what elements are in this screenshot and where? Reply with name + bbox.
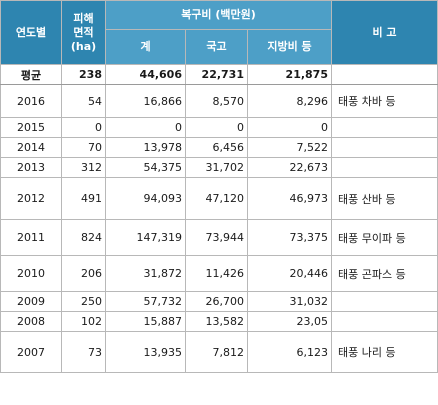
table-row: 2012 491 94,093 47,120 46,973 태풍 산바 등 bbox=[0, 177, 438, 220]
cell-year: 평균 bbox=[0, 64, 62, 85]
cell-local: 8,296 bbox=[247, 84, 332, 118]
cell-national: 11,426 bbox=[185, 255, 248, 292]
cell-local: 73,375 bbox=[247, 219, 332, 256]
cell-total: 94,093 bbox=[105, 177, 186, 220]
cell-national: 47,120 bbox=[185, 177, 248, 220]
cell-local: 7,522 bbox=[247, 137, 332, 158]
average-row: 평균 238 44,606 22,731 21,875 bbox=[0, 64, 438, 85]
cell-year: 2016 bbox=[0, 84, 62, 118]
cell-note bbox=[331, 64, 438, 85]
cell-national: 22,731 bbox=[185, 64, 248, 85]
cell-national: 31,702 bbox=[185, 157, 248, 178]
cell-year: 2010 bbox=[0, 255, 62, 292]
cell-note bbox=[331, 157, 438, 178]
cell-local: 31,032 bbox=[247, 291, 332, 312]
table-row: 2013 312 54,375 31,702 22,673 bbox=[0, 157, 438, 178]
cell-national: 0 bbox=[185, 117, 248, 138]
cell-area: 54 bbox=[61, 84, 106, 118]
cell-area: 238 bbox=[61, 64, 106, 85]
header-damage-area: 피해 면적 (ha) bbox=[61, 0, 106, 65]
header-local: 지방비 등 bbox=[247, 29, 332, 65]
table-body: 평균 238 44,606 22,731 21,875 2016 54 16,866 8,570… bbox=[0, 64, 438, 373]
header-row-sub: 계 국고 지방비 등 bbox=[1, 29, 438, 65]
table-row: 2016 54 16,866 8,570 8,296 태풍 차바 등 bbox=[0, 84, 438, 118]
cell-note: 태풍 산바 등 bbox=[331, 177, 438, 220]
cell-national: 26,700 bbox=[185, 291, 248, 312]
table-row: 2008 102 15,887 13,582 23,05 bbox=[0, 311, 438, 332]
cell-total: 13,935 bbox=[105, 331, 186, 373]
table-row: 2014 70 13,978 6,456 7,522 bbox=[0, 137, 438, 158]
header-area-line3: (ha) bbox=[70, 39, 97, 53]
cell-note: 태풍 무이파 등 bbox=[331, 219, 438, 256]
cell-year: 2015 bbox=[0, 117, 62, 138]
cell-year: 2012 bbox=[0, 177, 62, 220]
cell-note: 태풍 차바 등 bbox=[331, 84, 438, 118]
cell-local: 46,973 bbox=[247, 177, 332, 220]
cell-national: 13,582 bbox=[185, 311, 248, 332]
table-row: 2011 824 147,319 73,944 73,375 태풍 무이파 등 bbox=[0, 219, 438, 256]
cell-area: 70 bbox=[61, 137, 106, 158]
cell-national: 73,944 bbox=[185, 219, 248, 256]
cell-local: 6,123 bbox=[247, 331, 332, 373]
cell-area: 824 bbox=[61, 219, 106, 256]
cell-year: 2007 bbox=[0, 331, 62, 373]
cell-total: 0 bbox=[105, 117, 186, 138]
cell-area: 491 bbox=[61, 177, 106, 220]
cell-note bbox=[331, 117, 438, 138]
cell-area: 206 bbox=[61, 255, 106, 292]
cell-total: 15,887 bbox=[105, 311, 186, 332]
table-row: 2009 250 57,732 26,700 31,032 bbox=[0, 291, 438, 312]
table-row: 2010 206 31,872 11,426 20,446 태풍 곤파스 등 bbox=[0, 255, 438, 292]
header-area-line2: 면적 bbox=[73, 25, 94, 39]
cell-total: 31,872 bbox=[105, 255, 186, 292]
cell-year: 2009 bbox=[0, 291, 62, 312]
cell-year: 2014 bbox=[0, 137, 62, 158]
cell-total: 57,732 bbox=[105, 291, 186, 312]
header-national: 국고 bbox=[185, 29, 248, 65]
cell-national: 6,456 bbox=[185, 137, 248, 158]
cell-note bbox=[331, 291, 438, 312]
cell-note bbox=[331, 137, 438, 158]
header-row-top: 연도별 피해 면적 (ha) 복구비 (백만원) 비 고 bbox=[0, 0, 438, 65]
cell-national: 8,570 bbox=[185, 84, 248, 118]
cell-area: 0 bbox=[61, 117, 106, 138]
cell-total: 147,319 bbox=[105, 219, 186, 256]
cell-year: 2013 bbox=[0, 157, 62, 178]
cell-area: 312 bbox=[61, 157, 106, 178]
cell-total: 16,866 bbox=[105, 84, 186, 118]
header-total: 계 bbox=[105, 29, 186, 65]
header-note: 비 고 bbox=[331, 0, 438, 65]
header-area-line1: 피해 bbox=[73, 11, 94, 25]
cell-area: 250 bbox=[61, 291, 106, 312]
cell-year: 2011 bbox=[0, 219, 62, 256]
cell-note: 태풍 곤파스 등 bbox=[331, 255, 438, 292]
damage-recovery-table: 연도별 피해 면적 (ha) 복구비 (백만원) 비 고 계 국고 지방비 등 … bbox=[0, 0, 438, 373]
cell-total: 44,606 bbox=[105, 64, 186, 85]
cell-total: 13,978 bbox=[105, 137, 186, 158]
cell-local: 0 bbox=[247, 117, 332, 138]
cell-year: 2008 bbox=[0, 311, 62, 332]
cell-local: 20,446 bbox=[247, 255, 332, 292]
cell-area: 102 bbox=[61, 311, 106, 332]
cell-note: 태풍 나리 등 bbox=[331, 331, 438, 373]
cell-national: 7,812 bbox=[185, 331, 248, 373]
cell-area: 73 bbox=[61, 331, 106, 373]
cell-local: 23,05 bbox=[247, 311, 332, 332]
cell-local: 22,673 bbox=[247, 157, 332, 178]
cell-local: 21,875 bbox=[247, 64, 332, 85]
cell-total: 54,375 bbox=[105, 157, 186, 178]
table-row: 2015 0 0 0 0 bbox=[0, 117, 438, 138]
header-year: 연도별 bbox=[0, 0, 62, 65]
table-row: 2007 73 13,935 7,812 6,123 태풍 나리 등 bbox=[0, 331, 438, 373]
header-recovery-cost: 복구비 (백만원) bbox=[105, 0, 332, 30]
cell-note bbox=[331, 311, 438, 332]
